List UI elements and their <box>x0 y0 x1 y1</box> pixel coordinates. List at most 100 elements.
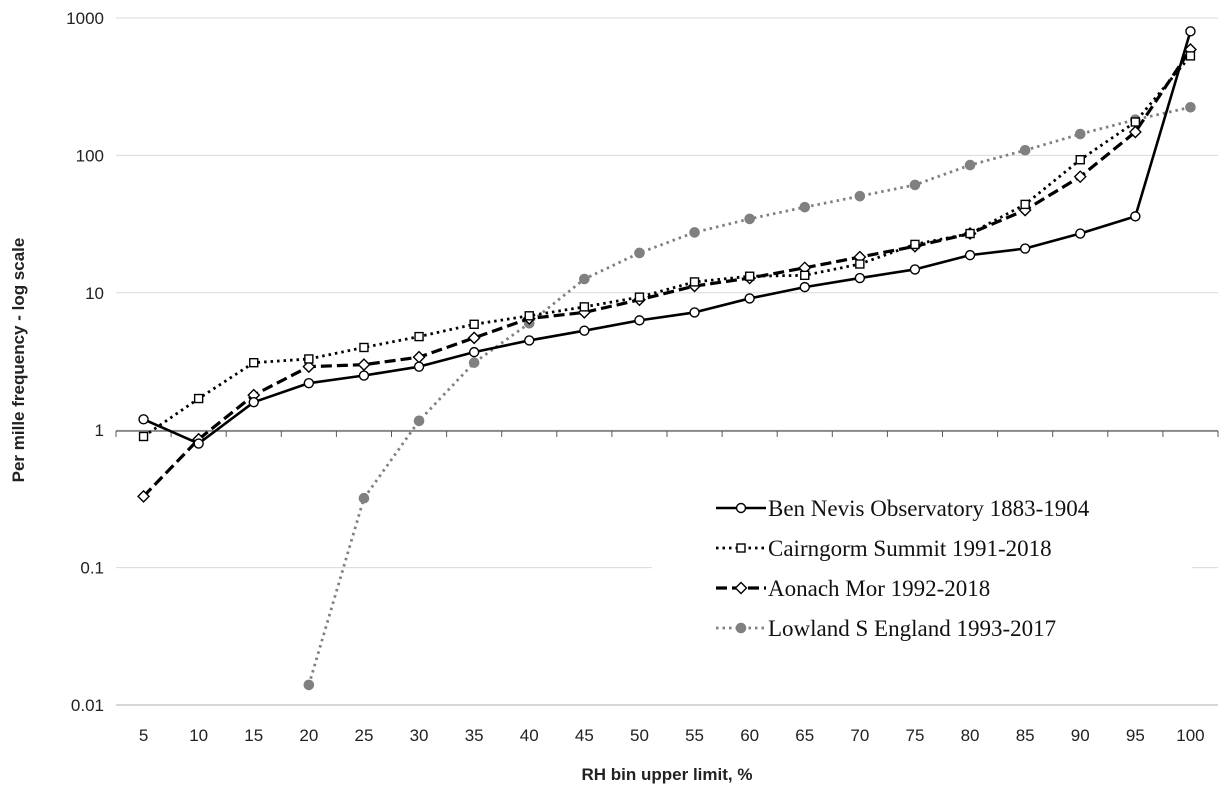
data-point <box>358 492 370 504</box>
data-point <box>909 179 921 191</box>
data-point <box>193 438 204 449</box>
data-point <box>1185 26 1196 37</box>
legend-swatch-marker <box>736 543 746 553</box>
series-line <box>143 30 1192 445</box>
data-point <box>414 331 424 342</box>
data-point <box>469 319 479 329</box>
data-point <box>412 350 426 364</box>
x-tick-label: 5 <box>139 726 148 745</box>
x-tick-label: 30 <box>410 726 429 745</box>
data-point <box>358 370 370 381</box>
data-point <box>359 342 369 353</box>
y-axis-title: Per mille frequency - log scale <box>9 238 28 483</box>
data-point <box>413 415 425 427</box>
x-tick-label: 35 <box>465 726 484 745</box>
legend-swatch-marker <box>735 622 747 634</box>
data-point <box>1019 144 1031 156</box>
data-point <box>579 302 590 312</box>
x-tick-label: 10 <box>189 726 208 745</box>
tick-labels: 0.01 0.1 1 10 100 1000 5 10 15 20 25 30 35 40 45 50 55 60… <box>66 9 1219 745</box>
legend-swatch-marker <box>735 502 747 514</box>
x-tick-label: 70 <box>850 726 869 745</box>
data-point <box>744 213 755 225</box>
data-point <box>468 346 480 358</box>
data-point <box>138 414 149 425</box>
data-point <box>1130 117 1141 127</box>
x-tick-label: 75 <box>905 726 924 745</box>
data-point <box>303 679 315 691</box>
data-point <box>524 311 534 321</box>
x-tick-label: 80 <box>961 726 980 745</box>
x-tick-label: 100 <box>1176 726 1204 745</box>
data-point <box>800 270 810 281</box>
data-point <box>468 357 480 368</box>
legend-swatch-marker <box>734 581 748 595</box>
legend-label: Ben Nevis Observatory 1883-1904 <box>768 496 1090 521</box>
data-point <box>1185 51 1196 61</box>
data-point <box>634 292 645 302</box>
data-point <box>137 489 151 503</box>
data-point <box>1185 101 1196 113</box>
data-point <box>579 273 590 285</box>
data-point <box>964 159 976 171</box>
data-point <box>579 325 590 336</box>
data-point <box>799 281 810 293</box>
y-tick-label: 1 <box>95 421 104 440</box>
x-tick-label: 60 <box>740 726 759 745</box>
data-point <box>744 271 755 281</box>
data-point <box>1020 199 1030 210</box>
x-tick-label: 45 <box>575 726 594 745</box>
legend-label: Aonach Mor 1992-2018 <box>768 576 990 601</box>
data-point <box>854 190 866 202</box>
x-tick-label: 40 <box>520 726 539 745</box>
x-tick-label: 50 <box>630 726 649 745</box>
series-line <box>142 48 1192 498</box>
y-tick-label: 100 <box>76 146 104 165</box>
data-point <box>304 354 314 364</box>
data-point <box>634 315 645 326</box>
data-point <box>910 239 920 250</box>
data-point <box>964 249 976 261</box>
legend-label: Cairngorm Summit 1991-2018 <box>768 536 1052 561</box>
data-point <box>467 331 481 345</box>
x-tick-label: 20 <box>299 726 318 745</box>
y-tick-label: 10 <box>85 284 104 303</box>
x-tick-label: 65 <box>795 726 814 745</box>
x-tick-label: 15 <box>244 726 263 745</box>
data-point <box>302 360 316 374</box>
data-point <box>249 357 259 368</box>
data-point <box>689 227 700 238</box>
legend-background <box>652 468 1192 668</box>
x-axis-title: RH bin upper limit, % <box>582 765 753 784</box>
data-point <box>193 393 204 404</box>
data-point <box>1075 228 1086 239</box>
data-point <box>357 358 371 372</box>
data-point <box>744 293 755 304</box>
data-point <box>799 201 811 213</box>
data-point <box>1073 170 1087 184</box>
data-point <box>248 396 259 408</box>
data-point <box>689 277 700 287</box>
data-point <box>634 247 645 259</box>
data-point <box>1074 128 1086 140</box>
series-1 <box>138 51 1196 442</box>
data-point <box>524 335 535 346</box>
data-point <box>854 272 866 284</box>
series-3 <box>303 101 1196 691</box>
data-point <box>1019 243 1031 254</box>
x-tick-label: 90 <box>1071 726 1090 745</box>
data-point <box>413 361 425 372</box>
y-tick-label: 1000 <box>66 9 104 28</box>
data-point <box>138 431 149 442</box>
data-point <box>1075 155 1085 165</box>
data-point <box>689 307 700 318</box>
series-group <box>137 26 1197 691</box>
legend: Ben Nevis Observatory 1883-1904 Cairngorm… <box>652 468 1192 668</box>
series-0 <box>138 26 1196 449</box>
y-tick-label: 0.01 <box>71 696 104 715</box>
data-point <box>303 377 315 389</box>
data-point <box>855 259 865 269</box>
data-point <box>909 264 921 275</box>
data-point <box>1128 125 1142 139</box>
